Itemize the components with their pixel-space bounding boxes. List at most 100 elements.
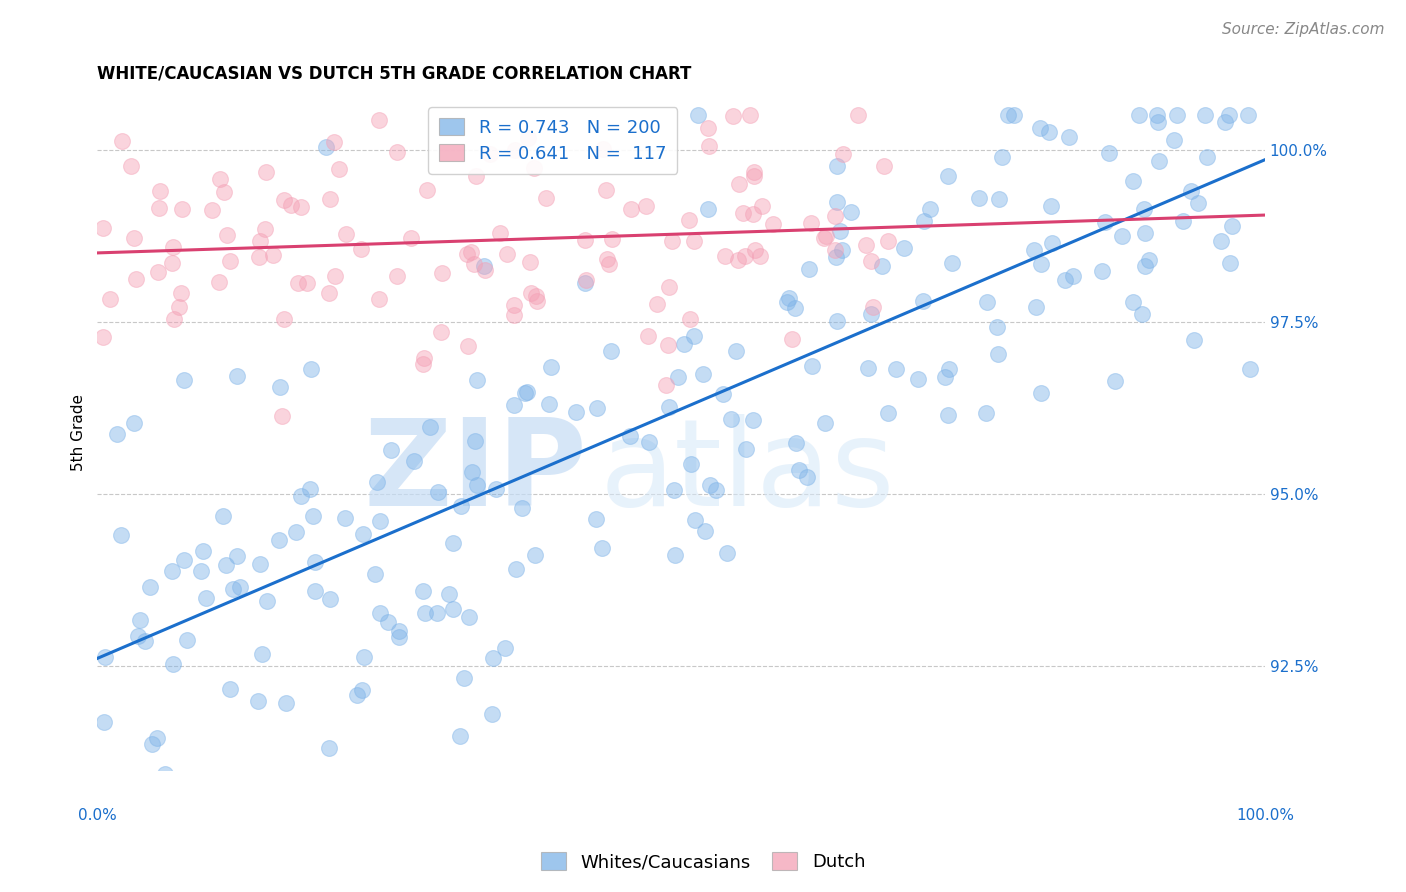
Point [600,344,623,359]
Point [457,610,479,624]
Point [731,206,754,220]
Point [776,295,799,310]
Point [287,276,309,290]
Point [427,484,450,499]
Point [502,297,524,311]
Point [536,191,558,205]
Point [876,235,898,249]
Point [749,249,772,263]
Point [673,337,696,351]
Point [526,294,548,309]
Point [1237,108,1260,122]
Point [595,183,617,197]
Point [540,360,562,375]
Point [516,385,538,400]
Point [460,244,482,259]
Point [441,602,464,616]
Point [416,183,439,197]
Point [93,715,115,730]
Point [247,250,270,264]
Point [697,138,720,153]
Point [415,606,437,620]
Point [162,657,184,672]
Point [1122,295,1144,310]
Point [218,682,240,697]
Point [494,640,516,655]
Point [124,231,146,245]
Point [141,737,163,751]
Point [780,332,803,346]
Point [212,509,235,524]
Point [585,401,607,415]
Point [450,499,472,513]
Point [388,630,411,644]
Point [936,169,959,183]
Point [1146,114,1168,128]
Point [1104,374,1126,388]
Point [463,257,485,271]
Point [813,231,835,245]
Point [661,234,683,248]
Point [1180,184,1202,198]
Point [800,216,823,230]
Point [912,213,935,227]
Point [176,632,198,647]
Point [1137,253,1160,268]
Point [800,359,823,373]
Point [366,475,388,490]
Point [269,380,291,394]
Point [280,198,302,212]
Point [814,416,837,430]
Point [619,429,641,443]
Point [884,362,907,376]
Point [574,233,596,247]
Point [911,293,934,308]
Point [1220,219,1243,233]
Point [430,325,453,339]
Text: Source: ZipAtlas.com: Source: ZipAtlas.com [1222,22,1385,37]
Point [350,683,373,698]
Point [173,373,195,387]
Point [1218,108,1240,122]
Point [1038,125,1060,139]
Point [825,159,848,173]
Point [319,592,342,607]
Point [1182,333,1205,347]
Point [246,694,269,708]
Point [645,297,668,311]
Point [1128,108,1150,122]
Point [503,308,526,322]
Point [250,647,273,661]
Point [682,234,704,248]
Point [751,199,773,213]
Point [662,483,685,497]
Legend: Whites/Caucasians, Dutch: Whites/Caucasians, Dutch [533,846,873,879]
Point [335,511,357,525]
Point [728,177,751,191]
Point [335,227,357,242]
Point [734,248,756,262]
Point [575,273,598,287]
Point [596,252,619,267]
Point [98,292,121,306]
Point [481,706,503,721]
Point [824,209,846,223]
Point [368,113,391,128]
Point [1209,234,1232,248]
Point [1029,120,1052,135]
Point [762,217,785,231]
Point [520,285,543,300]
Point [815,229,838,244]
Point [173,553,195,567]
Point [505,143,527,157]
Point [1122,174,1144,188]
Point [740,108,762,122]
Point [353,526,375,541]
Point [855,237,877,252]
Point [461,465,484,479]
Point [724,344,747,359]
Point [637,434,659,449]
Point [91,221,114,235]
Point [1166,108,1188,122]
Point [226,369,249,384]
